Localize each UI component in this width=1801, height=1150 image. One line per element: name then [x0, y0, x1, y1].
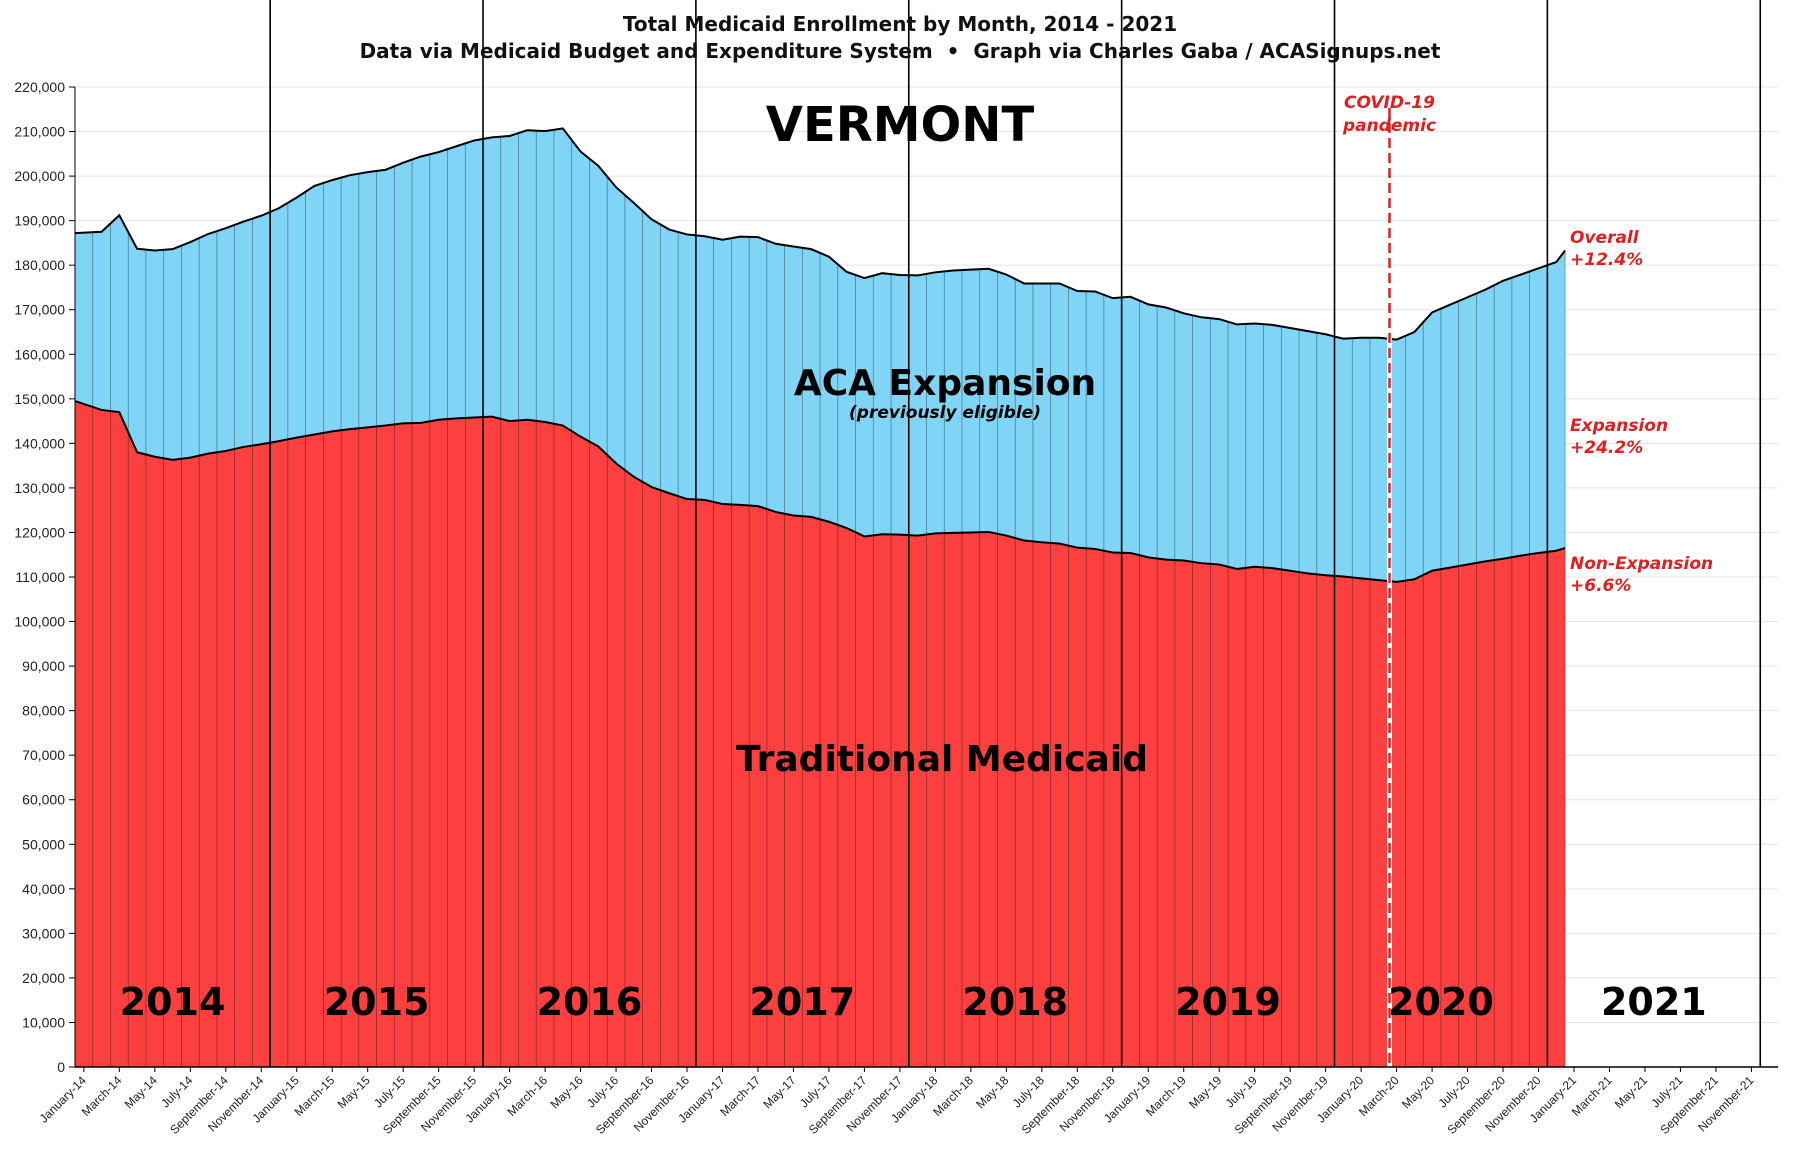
year-labels: 2014 2015 2016 2017 2018 2019 2020 2021 — [120, 980, 1707, 1024]
y-tick-label: 20,000 — [22, 970, 65, 986]
y-tick-label: 170,000 — [14, 302, 65, 318]
x-tick-label: May-17 — [760, 1073, 798, 1111]
expansion-change-label: Expansion — [1570, 416, 1668, 436]
state-label: VERMONT — [766, 97, 1035, 153]
covid-label: COVID-19 — [1344, 93, 1435, 113]
x-tick-label: May-18 — [973, 1073, 1011, 1111]
x-tick-label: May-19 — [1186, 1073, 1224, 1111]
traditional-medicaid-line — [74, 400, 1566, 583]
y-tick-label: 90,000 — [22, 658, 65, 674]
x-tick-label: May-16 — [548, 1073, 586, 1111]
y-tick-label: 70,000 — [22, 747, 65, 763]
year-label: 2016 — [537, 980, 643, 1024]
y-tick-label: 30,000 — [22, 925, 65, 941]
chart-subtitle: Data via Medicaid Budget and Expenditure… — [360, 39, 1441, 63]
y-tick-label: 120,000 — [14, 524, 65, 540]
traditional-region-label: Traditional Medicaid — [736, 739, 1148, 780]
covid-label: pandemic — [1342, 116, 1436, 136]
y-tick-label: 40,000 — [22, 881, 65, 897]
total-enrollment-line — [74, 127, 1566, 341]
y-tick-label: 110,000 — [15, 569, 65, 585]
year-label: 2021 — [1601, 980, 1707, 1024]
aca-expansion-area — [75, 128, 1566, 582]
y-axis: 0 10,000 20,000 30,000 40,000 50,000 60,000 70,… — [14, 79, 1778, 1075]
y-tick-label: 210,000 — [14, 124, 65, 140]
year-label: 2017 — [749, 980, 855, 1024]
y-tick-label: 220,000 — [14, 79, 65, 95]
x-tick-label: May-20 — [1399, 1073, 1437, 1111]
y-tick-label: 80,000 — [22, 703, 65, 719]
nonexpansion-change-value: +6.6% — [1570, 576, 1631, 596]
overall-change-label: Overall — [1570, 228, 1640, 248]
y-tick-label: 50,000 — [22, 836, 65, 852]
y-tick-label: 140,000 — [14, 435, 65, 451]
x-tick-label: January-14 — [37, 1073, 90, 1126]
y-tick-label: 60,000 — [22, 792, 65, 808]
y-tick-label: 100,000 — [14, 614, 65, 630]
x-tick-label: May-14 — [122, 1073, 160, 1111]
y-tick-label: 180,000 — [14, 257, 65, 273]
year-label: 2020 — [1388, 980, 1494, 1024]
covid-marker: COVID-19 pandemic — [1342, 93, 1436, 1067]
year-label: 2014 — [120, 980, 226, 1024]
expansion-region-label: ACA Expansion — [794, 363, 1096, 404]
year-label: 2018 — [962, 980, 1068, 1024]
y-tick-label: 10,000 — [22, 1014, 65, 1030]
y-tick-label: 0 — [57, 1059, 65, 1075]
stacked-areas — [75, 128, 1566, 1068]
y-tick-label: 130,000 — [14, 480, 65, 496]
nonexpansion-change-label: Non-Expansion — [1570, 554, 1713, 574]
chart-title: Total Medicaid Enrollment by Month, 2014… — [623, 12, 1177, 36]
y-tick-label: 200,000 — [14, 168, 65, 184]
expansion-change-value: +24.2% — [1570, 438, 1643, 458]
y-tick-label: 160,000 — [14, 346, 65, 362]
year-label: 2015 — [324, 980, 430, 1024]
overall-change-value: +12.4% — [1570, 250, 1643, 270]
y-tick-label: 150,000 — [14, 391, 65, 407]
expansion-region-sublabel: (previously eligible) — [849, 403, 1041, 423]
y-tick-label: 190,000 — [14, 213, 65, 229]
traditional-medicaid-area — [75, 401, 1566, 1068]
x-tick-label: May-15 — [335, 1073, 373, 1111]
year-divider-lines — [269, 0, 1762, 1067]
year-label: 2019 — [1175, 980, 1281, 1024]
x-axis: January-14March-14May-14July-14September… — [37, 1067, 1757, 1137]
x-tick-label: May-21 — [1612, 1073, 1650, 1111]
series-outlines — [74, 127, 1566, 583]
